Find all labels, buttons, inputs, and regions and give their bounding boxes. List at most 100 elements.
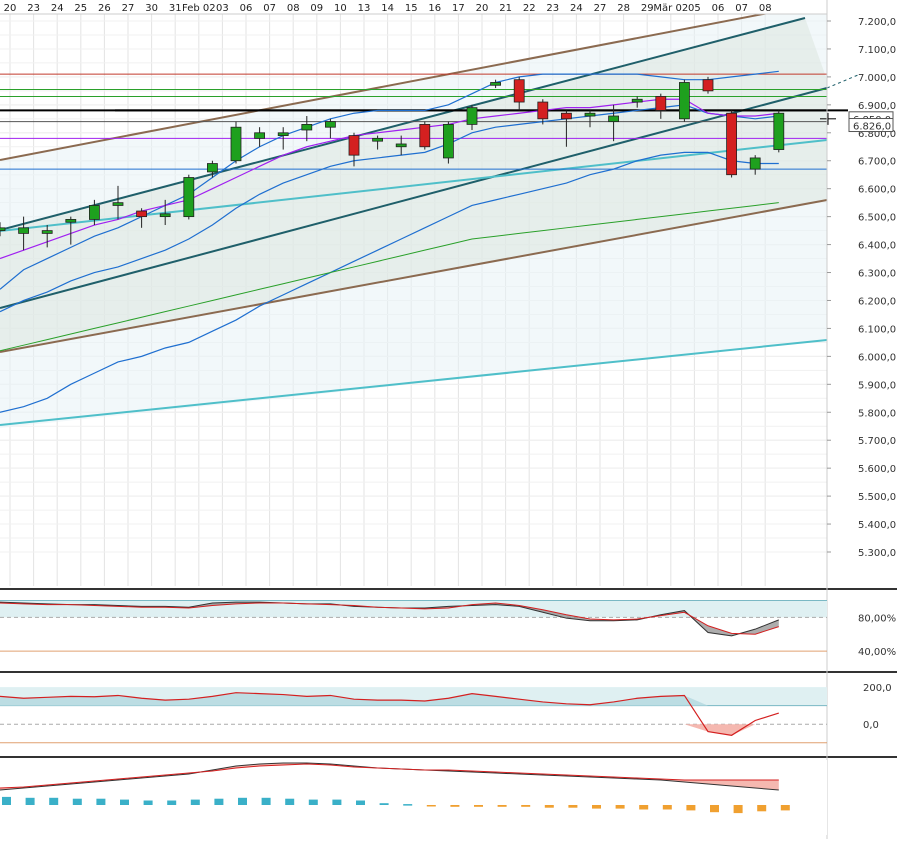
candle-body [41,230,53,234]
y-tick-label: 5.600,0 [858,464,896,475]
histogram-bar [214,798,224,805]
histogram-bar [261,797,271,805]
lower-channel-line [0,199,828,353]
osc2-pos-fill [0,692,779,706]
x-tick-label: 28 [617,3,630,14]
histogram-bar [49,797,59,805]
candle-body [702,79,714,92]
histogram-bar [568,805,578,808]
x-tick-label: 07 [263,3,276,14]
x-tick-label: 08 [287,3,300,14]
candle-body [608,115,619,123]
histogram-bar [686,805,696,811]
osc1-y-label: 80,00% [858,613,896,624]
candle-body [136,210,148,218]
y-tick-label: 6.200,0 [858,296,896,307]
candle-body [631,98,643,103]
osc1-y-label: 40,00% [858,647,896,658]
x-tick-label: Feb 02 [182,3,216,14]
price-tag-box [848,118,894,133]
y-tick-label: 7.000,0 [858,73,896,84]
x-tick-label: 16 [428,3,441,14]
x-tick-label: 09 [310,3,323,14]
y-tick-label: 7.100,0 [858,45,896,56]
candle-body [348,135,360,156]
x-tick-label: 25 [74,3,87,14]
histogram-bar [497,805,507,807]
price-tag-label: 6.826,0 [853,122,891,133]
x-tick-label: 08 [759,3,772,14]
candle-body [230,126,242,162]
y-tick-label: 5.700,0 [858,436,896,447]
x-tick-label: 27 [122,3,135,14]
candle-body [561,112,572,120]
x-tick-label: 26 [98,3,111,14]
histogram-bar [72,798,82,805]
candle-body [18,227,30,234]
candle-body [584,112,596,117]
histogram-bar [639,805,649,810]
y-tick-label: 6.600,0 [858,185,896,196]
y-tick-label: 5.900,0 [858,380,896,391]
y-tick-label: 5.500,0 [858,492,896,503]
histogram-bar [426,805,436,807]
x-tick-label: 29 [641,3,654,14]
x-tick-label: 21 [499,3,512,14]
histogram-bar [474,805,483,807]
osc1-line-b [0,602,779,635]
oscillator-panel-1: 80,00% 40,00% [0,599,896,658]
lower-band-line [0,151,779,413]
x-tick-label: 27 [594,3,607,14]
upper-mid-channel-line [0,17,806,231]
x-tick-label: 20 [4,3,17,14]
x-tick-label: 23 [27,3,40,14]
trend-channels [0,5,859,428]
upper-channel-line [0,5,806,161]
histogram-bar [167,800,177,805]
x-tick-label: 03 [216,3,229,14]
candle-body [726,112,737,176]
candle-body [89,205,100,220]
candle-body [537,101,549,120]
y-tick-label: 5.400,0 [858,520,896,531]
candle-body [159,213,171,218]
candle-body [773,112,785,150]
x-tick-label: 22 [523,3,536,14]
y-tick-label: 6.300,0 [858,269,896,280]
histogram-bar [521,805,531,807]
moving-average-green [0,202,779,352]
y-tick-label: 5.800,0 [858,408,896,419]
histogram-line-b [0,763,779,789]
x-tick-label: 23 [546,3,559,14]
histogram-bar [2,796,11,805]
x-tick-label: 31 [169,3,182,14]
candle-body [749,157,761,170]
histogram-bar [780,805,790,811]
histogram-bar [308,799,318,805]
histogram-bar [710,805,719,813]
x-tick-label: 07 [735,3,748,14]
histogram-bar [450,805,460,807]
y-tick-label: 7.200,0 [858,17,896,28]
candle-body [183,177,195,218]
x-tick-label: 24 [51,3,64,14]
candlesticks [0,76,836,251]
light-channel-lower [0,339,828,426]
candle-body [679,82,690,120]
y-tick-label: 6.100,0 [858,324,896,335]
x-tick-label: 14 [381,3,394,14]
histogram-bar [120,799,129,805]
histogram-panel [0,760,827,835]
osc2-y-label: 0,0 [863,720,879,731]
histogram-bar [592,805,601,809]
x-tick-label: 30 [145,3,158,14]
osc2-line [0,692,779,736]
histogram-bar [403,804,413,806]
histogram-bar [96,798,106,805]
y-tick-label: 6.500,0 [858,213,896,224]
candle-body [395,143,407,148]
x-tick-label: 20 [476,3,489,14]
candle-body [65,219,77,223]
indicator-bands [0,70,779,413]
